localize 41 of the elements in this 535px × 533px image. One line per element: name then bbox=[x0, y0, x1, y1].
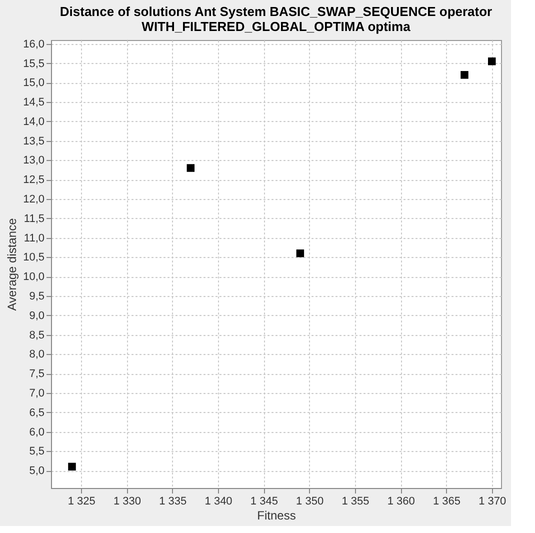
y-tick-label: 9,5 bbox=[29, 290, 44, 302]
x-tick-label: 1 350 bbox=[296, 496, 324, 508]
y-tick-label: 6,5 bbox=[29, 406, 44, 419]
x-tick-label: 1 365 bbox=[432, 496, 460, 508]
y-tick-label: 8,5 bbox=[29, 329, 44, 342]
y-tick-label: 11,5 bbox=[24, 212, 44, 225]
point bbox=[488, 57, 496, 66]
chart-title: Distance of solutions Ant System BASIC_SWAP_SEQUENCE operator WITH_FILTERED_GLOBAL_OPTIMA optima bbox=[60, 4, 492, 34]
y-tick-label: 11,0 bbox=[24, 232, 44, 244]
x-tick-label: 1 355 bbox=[342, 496, 370, 508]
y-tick-label: 7,5 bbox=[29, 368, 44, 380]
x-tick-label: 1 335 bbox=[159, 496, 187, 508]
y-tick-label: 16,0 bbox=[23, 38, 44, 50]
x-tick-label: 1 340 bbox=[204, 496, 232, 508]
x-tick-label: 1 330 bbox=[113, 496, 142, 508]
x-tick-label: 1 325 bbox=[68, 496, 96, 508]
x-axis-title: Fitness bbox=[257, 508, 296, 522]
y-tick-label: 5,5 bbox=[29, 446, 44, 458]
y-tick-label: 14,5 bbox=[23, 96, 44, 109]
y-tick-label: 8,0 bbox=[29, 348, 44, 361]
x-tick-label: 1 360 bbox=[387, 496, 415, 508]
y-tick-label: 15,5 bbox=[23, 58, 44, 70]
y-tick-label: 12,5 bbox=[23, 174, 44, 186]
x-tick-label: 1 345 bbox=[250, 496, 278, 508]
y-tick-label: 5,0 bbox=[29, 465, 44, 478]
y-tick-label: 14,0 bbox=[23, 116, 44, 128]
y-tick-label: 9,0 bbox=[29, 310, 44, 322]
point bbox=[186, 164, 195, 172]
y-tick-label: 7,0 bbox=[29, 387, 44, 400]
y-tick-label: 10,0 bbox=[23, 271, 44, 284]
point bbox=[296, 249, 304, 258]
point bbox=[68, 462, 76, 471]
x-tick-label: 1 370 bbox=[478, 496, 506, 508]
y-tick-label: 10,5 bbox=[23, 252, 44, 264]
y-tick-label: 12,0 bbox=[23, 194, 44, 206]
y-tick-label: 6,0 bbox=[29, 426, 44, 438]
y-tick-label: 13,0 bbox=[23, 154, 44, 167]
y-tick-label: 15,0 bbox=[23, 77, 44, 90]
point bbox=[460, 71, 468, 79]
y-axis-title: Average distance bbox=[5, 218, 20, 311]
y-tick-label: 13,5 bbox=[23, 135, 44, 148]
